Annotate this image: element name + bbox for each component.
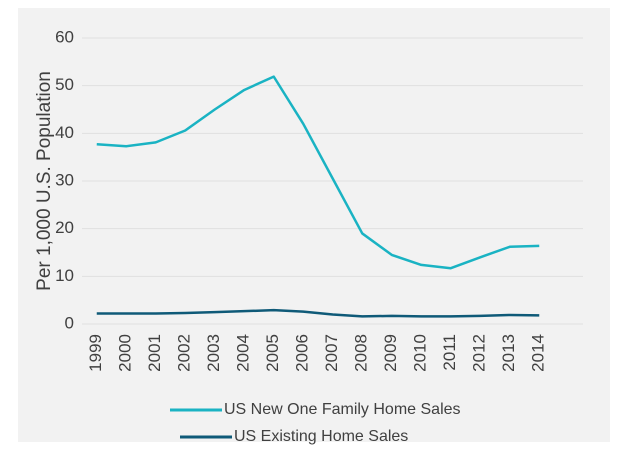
x-tick-label: 2011 (440, 334, 459, 371)
y-tick-label: 60 (55, 27, 74, 46)
x-tick-label: 2013 (499, 334, 518, 372)
y-axis-label: Per 1,000 U.S. Population (34, 71, 55, 291)
x-tick-label: 2010 (411, 334, 430, 372)
x-tick-label: 2004 (234, 334, 253, 372)
x-tick-label: 2000 (116, 334, 135, 372)
x-tick-label: 2008 (352, 334, 371, 372)
y-tick-label: 20 (55, 218, 74, 237)
x-tick-label: 2009 (381, 334, 400, 372)
line (96, 308, 540, 318)
legend-label: US New One Family Home Sales (224, 401, 461, 418)
x-tick-label: 2006 (293, 334, 312, 372)
x-tick-label: 2005 (263, 334, 282, 372)
legend-label: US Existing Home Sales (234, 428, 408, 445)
x-tick-label: 1999 (86, 334, 105, 372)
y-tick-label: 50 (55, 75, 74, 94)
y-tick-label: 0 (65, 313, 74, 332)
x-tick-label: 2014 (529, 334, 548, 372)
chart-background (18, 8, 610, 442)
y-tick-label: 40 (55, 123, 74, 142)
x-tick-label: 2007 (322, 334, 341, 372)
line (96, 75, 540, 270)
x-tick-label: 2002 (175, 334, 194, 372)
x-tick-label: 2012 (470, 334, 489, 372)
y-tick-label: 30 (55, 170, 74, 189)
y-tick-label: 10 (55, 266, 74, 285)
x-tick-label: 2001 (145, 334, 164, 372)
x-tick-label: 2003 (204, 334, 223, 372)
